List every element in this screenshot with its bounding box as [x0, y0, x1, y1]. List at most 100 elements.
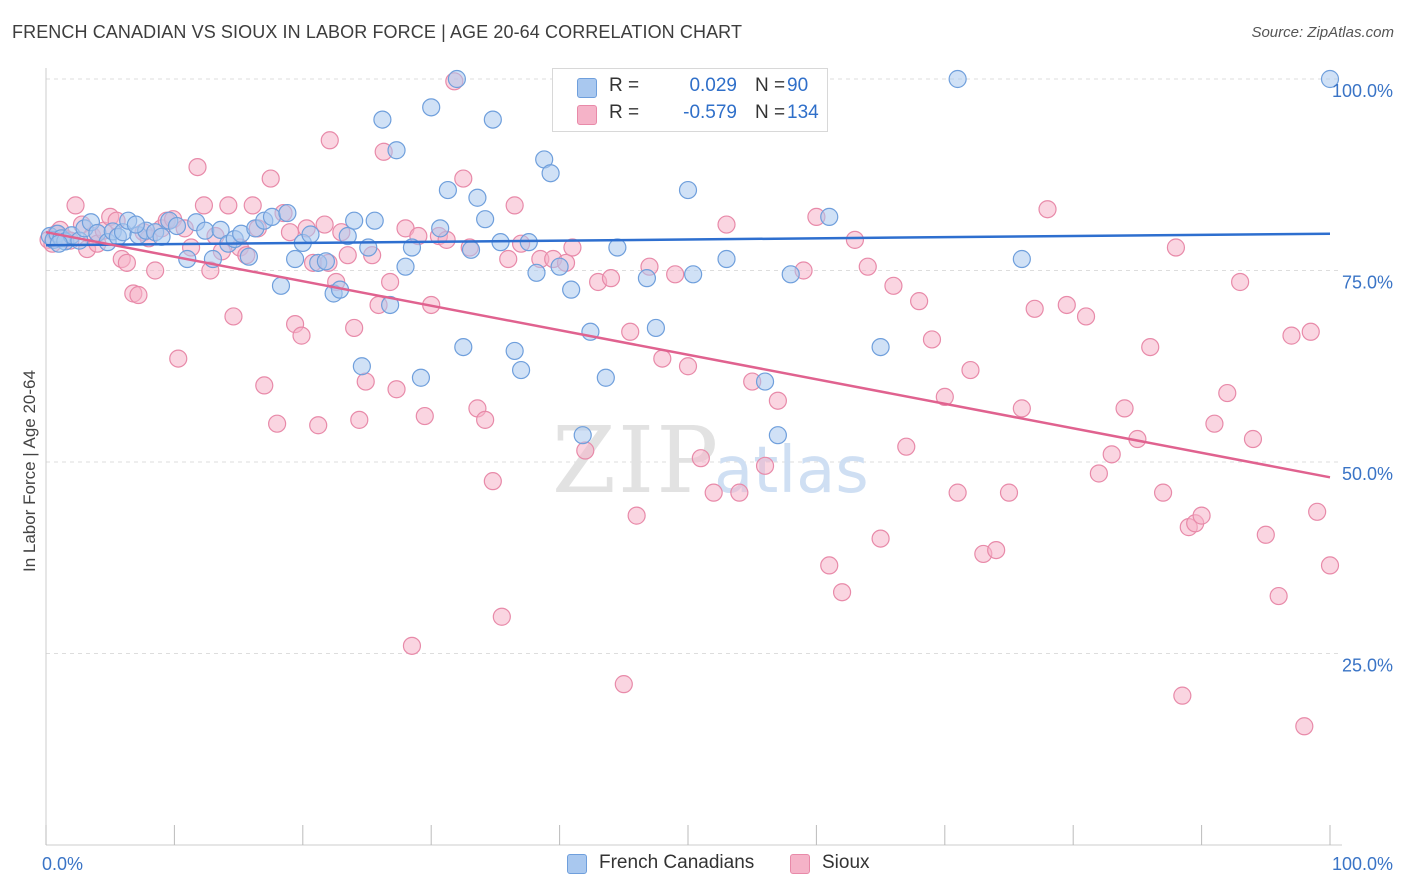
sioux-point	[1218, 383, 1237, 403]
french-canadian-point	[422, 98, 441, 117]
sioux-point	[66, 196, 85, 215]
sioux-point	[1231, 272, 1250, 292]
french-canadian-point	[167, 216, 187, 236]
french-canadian-point	[365, 211, 384, 230]
sioux-point	[845, 230, 865, 249]
y-tick-label: 50.0%	[1342, 464, 1393, 484]
french-canadian-point	[550, 257, 569, 276]
sioux-point	[897, 437, 916, 456]
french-canadian-point	[1012, 249, 1031, 269]
sioux-point	[576, 441, 595, 460]
sioux-point	[832, 583, 852, 602]
french-canadian-point	[196, 221, 215, 240]
sioux-point	[627, 506, 646, 525]
sioux-point	[1301, 322, 1320, 341]
sioux-point	[1153, 483, 1173, 502]
sioux-point	[261, 169, 280, 188]
sioux-point	[1295, 717, 1314, 736]
sioux-point	[1192, 506, 1211, 525]
sioux-point	[768, 391, 787, 410]
sioux-point	[117, 253, 136, 272]
french-canadian-point	[781, 265, 800, 284]
sioux-point	[402, 636, 422, 655]
sioux-point	[563, 238, 582, 257]
sioux-point	[717, 215, 736, 234]
french-canadian-point	[505, 341, 524, 361]
x-tick-label: 100.0%	[1332, 854, 1393, 874]
sioux-point	[691, 449, 710, 468]
chart-title: FRENCH CANADIAN VS SIOUX IN LABOR FORCE …	[12, 22, 743, 42]
sioux-point	[320, 131, 339, 150]
french-canadian-point	[49, 234, 68, 253]
sioux-point	[1141, 338, 1160, 357]
french-canadian-point	[646, 318, 666, 338]
bottom-legend-swatch-blue	[567, 854, 587, 874]
sioux-point	[505, 196, 524, 215]
y-tick-label: 25.0%	[1342, 656, 1393, 676]
legend-n-label: N =	[755, 102, 786, 123]
sioux-point	[1243, 429, 1263, 449]
french-canadian-point	[438, 180, 457, 200]
french-canadian-point	[948, 69, 967, 89]
sioux-point	[146, 261, 165, 280]
french-canadian-point	[345, 211, 364, 230]
sioux-point	[1076, 307, 1096, 326]
sioux-point	[987, 540, 1006, 560]
y-axis-label: In Labor Force | Age 20-64	[20, 370, 39, 572]
sioux-point	[454, 169, 473, 188]
sioux-point	[614, 675, 633, 694]
legend-r-value: -0.579	[683, 102, 737, 123]
sioux-point	[1038, 200, 1057, 219]
french-canadian-point	[608, 238, 627, 257]
sioux-trendline	[45, 230, 1331, 479]
sioux-point	[1089, 464, 1108, 483]
points-layer	[39, 69, 1340, 736]
french-canadian-point	[573, 426, 592, 445]
sioux-point	[415, 406, 434, 426]
chart-source: Source: ZipAtlas.com	[1251, 24, 1394, 41]
french-canadian-point	[483, 110, 502, 129]
french-canadian-point	[461, 240, 481, 259]
sioux-point	[387, 380, 406, 399]
sioux-point	[678, 357, 698, 376]
sioux-point	[730, 483, 749, 502]
sioux-point	[483, 472, 502, 491]
french-canadian-point	[285, 249, 305, 269]
french-canadian-point	[768, 426, 787, 445]
sioux-point	[194, 196, 214, 215]
legend-swatch-blue	[577, 78, 597, 98]
french-canadian-point	[755, 372, 775, 391]
bottom-legend-label: French Canadians	[599, 852, 755, 873]
sioux-point	[1115, 399, 1134, 418]
sioux-point	[268, 414, 287, 433]
legend-n-value: 90	[787, 75, 809, 96]
sioux-point	[1269, 586, 1288, 606]
sioux-point	[381, 272, 400, 292]
sioux-point	[243, 196, 262, 215]
french-canadian-point	[402, 238, 422, 257]
french-canadian-point	[239, 247, 258, 266]
sioux-point	[129, 285, 148, 305]
french-canadian-point	[387, 141, 406, 160]
french-canadian-point	[431, 219, 450, 238]
french-canadian-point	[301, 225, 320, 244]
sioux-point	[255, 376, 274, 395]
legend-n-label: N =	[755, 75, 786, 96]
sioux-point	[356, 372, 375, 391]
sioux-point	[935, 387, 954, 406]
sioux-point	[476, 410, 495, 429]
sioux-point	[755, 456, 775, 475]
axes-layer	[45, 68, 1342, 846]
sioux-point	[1012, 399, 1031, 418]
french-canadian-point	[338, 226, 357, 246]
sioux-point	[621, 322, 640, 341]
trend-layer	[45, 230, 1331, 479]
french-canadian-point	[454, 338, 473, 357]
french-canadian-trendline	[45, 232, 1331, 247]
x-tick-label: 0.0%	[42, 854, 83, 874]
french-canadian-point	[411, 368, 431, 387]
sioux-point	[169, 349, 188, 368]
french-canadian-point	[262, 207, 282, 226]
watermark-zip: ZIP	[552, 407, 720, 514]
